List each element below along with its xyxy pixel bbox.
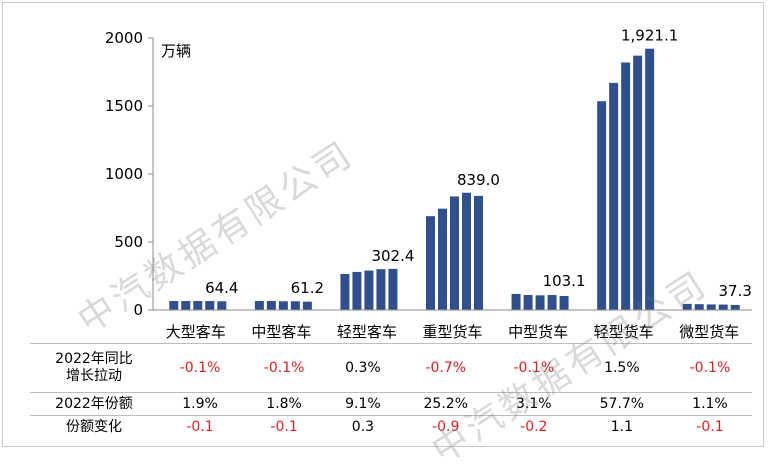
bar [278,301,288,310]
table-cell: 9.1% [326,392,400,416]
data-label: 61.2 [291,279,324,297]
bar [169,301,179,310]
bar [523,295,533,310]
bar [535,295,545,310]
y-tick-label: 2000 [105,29,143,47]
table-cell: -0.1% [667,343,752,393]
bar [633,55,643,311]
bar [364,270,374,310]
bar [730,304,740,310]
table-row-growth: 2022年同比 增长拉动 -0.1% -0.1% 0.3% -0.7% -0.1%… [30,343,752,393]
row-label: 2022年份额 [30,392,158,416]
bar [559,295,569,310]
y-tick-label: 1000 [105,165,143,183]
table-cell: -0.2 [520,419,548,435]
table-cell: 0.3% [326,343,400,393]
row-label-line-2: 增长拉动 [66,368,122,384]
row-label: 份额变化 [66,418,122,435]
category-label: 重型货车 [422,323,482,340]
category-label: 大型客车 [166,323,226,340]
table-cell: 1.5% [575,343,668,393]
bar [266,301,276,310]
table-cell: -0.1 [186,419,214,435]
bar [426,216,435,310]
y-tick-label: 500 [114,233,143,251]
data-label: 302.4 [371,247,414,265]
category-label: 中型客车 [251,323,311,340]
table-row-share: 2022年份额 1.9% 1.8% 9.1% 25.2% 3.1% 57.7% … [30,392,752,416]
bar [376,269,386,310]
bar [217,301,227,310]
data-label: 37.3 [719,282,752,300]
bar [388,268,398,310]
bar [621,62,631,311]
category-label: 微型货车 [679,323,739,340]
table-cell: -0.1 [270,419,298,435]
table-cell: 0.3 [351,419,375,435]
y-axis-unit-label: 万辆 [161,42,191,60]
table-cell: 1.9% [158,392,243,416]
table-cell: 3.1% [491,392,576,416]
bar [254,301,264,310]
bar [609,82,619,310]
bar [340,273,350,310]
category-label: 轻型客车 [337,323,397,340]
category-label: 轻型货车 [594,323,654,340]
category-label: 中型货车 [508,323,568,340]
bar-chart: 0 500 1000 1500 2000 万辆 64.4 大型客车 61.2 中型客车 302.4 轻… [105,27,752,340]
data-label: 839.0 [457,171,500,189]
table-cell: 57.7% [575,392,668,416]
bar [706,304,716,310]
table-cell: -0.1% [158,343,243,393]
bar [193,301,203,310]
bar [511,293,521,310]
bar [682,303,692,310]
row-label: 2022年同比 增长拉动 [30,343,158,393]
table-cell: 25.2% [399,392,492,416]
table-cell: -0.7% [399,343,492,393]
bar [205,301,215,310]
bar [450,196,459,310]
row-label-line-1: 2022年同比 [55,351,133,367]
bar [181,301,191,310]
table-row-share-change: 份额变化 -0.1 -0.1 0.3 -0.9 -0.2 1.1 -0.1 [30,416,752,439]
bar [547,295,557,310]
table-cell: 1.1% [667,392,752,416]
y-tick-label: 0 [133,301,143,319]
bar [474,195,483,310]
bar [645,48,655,310]
bar [718,304,728,310]
bar [302,301,312,310]
bar [352,271,362,310]
bar [597,101,607,311]
bar [438,208,447,310]
table-cell: 1.8% [242,392,327,416]
stats-table: 2022年同比 增长拉动 -0.1% -0.1% 0.3% -0.7% -0.1%… [30,343,752,438]
table-cell: 1.1 [610,419,633,435]
table-cell: -0.1% [491,343,576,393]
data-label: 103.1 [543,272,586,290]
bar [462,192,471,310]
table-cell: -0.1 [696,419,724,435]
table-cell: -0.9 [432,419,460,435]
bar [694,304,704,310]
data-label: 1,921.1 [621,27,678,45]
data-label: 64.4 [205,279,238,297]
bar [290,301,300,310]
y-tick-label: 1500 [105,97,143,115]
table-cell: -0.1% [242,343,327,393]
